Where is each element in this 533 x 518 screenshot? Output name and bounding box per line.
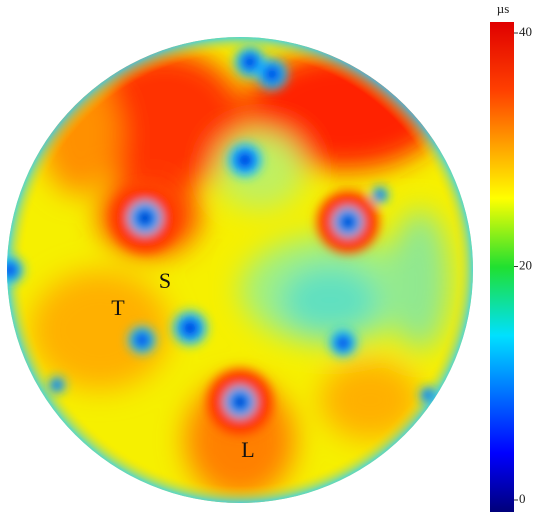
region-label: T xyxy=(111,295,125,320)
colorbar-unit: µs xyxy=(497,1,510,16)
lifetime-map xyxy=(7,37,473,503)
colorbar-tick-label: 20 xyxy=(519,257,532,272)
colorbar-tick-label: 40 xyxy=(519,24,532,39)
colorbar-tick-label: 0 xyxy=(519,491,526,506)
region-label: L xyxy=(241,437,254,462)
colorbar xyxy=(490,22,514,512)
region-label: S xyxy=(159,268,171,293)
